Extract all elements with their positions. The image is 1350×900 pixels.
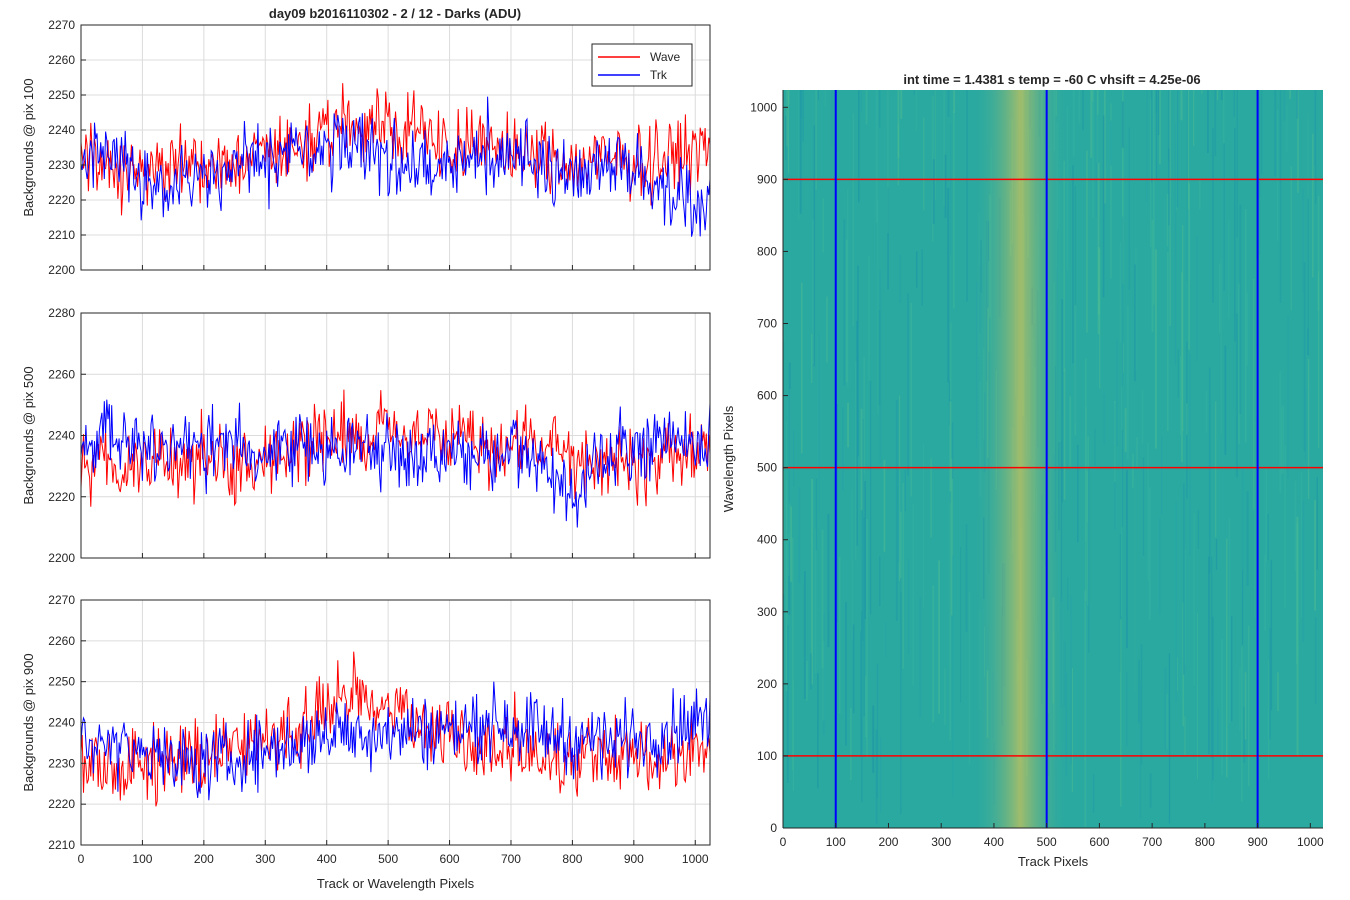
panel-right: 0 100 200 300 400 500 600 700 800 900 1000 0 100 200 3… <box>721 90 1324 869</box>
x-tick-label: 600 <box>440 852 460 866</box>
y-tick-label: 2280 <box>48 306 75 320</box>
y-tick-label: 700 <box>757 317 777 331</box>
y-axis-label: Wavelength Pixels <box>721 405 736 512</box>
x-tick-label: 800 <box>1195 835 1215 849</box>
legend: Wave Trk <box>591 43 693 87</box>
y-tick-label: 900 <box>757 172 777 186</box>
y-tick-label: 500 <box>757 461 777 475</box>
x-tick-label: 100 <box>826 835 846 849</box>
x-tick-label: 300 <box>931 835 951 849</box>
y-tick-label: 2220 <box>48 490 75 504</box>
x-tick-label: 0 <box>780 835 787 849</box>
x-tick-label: 600 <box>1089 835 1109 849</box>
series-line-trk <box>80 399 711 528</box>
series-line-wave <box>80 651 711 807</box>
y-tick-label: 2260 <box>48 634 75 648</box>
x-tick-label: 400 <box>984 835 1004 849</box>
y-tick-label: 2230 <box>48 756 75 770</box>
y-tick-label: 600 <box>757 389 777 403</box>
axes-frame <box>80 24 711 271</box>
x-tick-label: 500 <box>378 852 398 866</box>
y-tick-label: 2250 <box>48 88 75 102</box>
y-tick-label: 2250 <box>48 675 75 689</box>
x-tick-label: 1000 <box>682 852 709 866</box>
legend-entry-wave: Wave <box>650 50 681 64</box>
legend-box <box>591 43 693 87</box>
x-tick-label: 300 <box>255 852 275 866</box>
x-tick-label: 900 <box>624 852 644 866</box>
y-tick-label: 2210 <box>48 838 75 852</box>
y-tick-label: 2270 <box>48 593 75 607</box>
y-tick-label: 2260 <box>48 53 75 67</box>
series-line-trk <box>80 96 711 237</box>
y-tick-label: 2270 <box>48 18 75 32</box>
y-axis-label: Backgrounds @ pix 100 <box>21 78 36 216</box>
x-axis-label: Track or Wavelength Pixels <box>317 876 475 891</box>
y-tick-label: 2230 <box>48 158 75 172</box>
x-tick-label: 0 <box>78 852 85 866</box>
series-line-trk <box>80 681 711 801</box>
legend-entry-trk: Trk <box>650 68 668 82</box>
y-axis-label: Backgrounds @ pix 900 <box>21 653 36 791</box>
series-line-wave <box>80 389 711 507</box>
panel-bottom-left: 2210 2220 2230 2240 2250 2260 2270 0 100 200 300 40… <box>21 593 711 891</box>
y-tick-label: 100 <box>757 749 777 763</box>
y-tick-label: 2260 <box>48 367 75 381</box>
y-tick-label: 400 <box>757 533 777 547</box>
y-tick-label: 2200 <box>48 263 75 277</box>
x-tick-label: 800 <box>562 852 582 866</box>
x-tick-label: 500 <box>1037 835 1057 849</box>
y-axis-label: Backgrounds @ pix 500 <box>21 366 36 504</box>
x-axis-label: Track Pixels <box>1018 854 1089 869</box>
y-tick-label: 800 <box>757 244 777 258</box>
y-tick-label: 0 <box>770 821 777 835</box>
y-tick-label: 2200 <box>48 551 75 565</box>
panel-top-left: 2200 2210 2220 2230 2240 2250 2260 2270 Backgrou… <box>21 18 711 277</box>
x-tick-label: 700 <box>501 852 521 866</box>
panel-middle-left: 2200 2220 2240 2260 2280 Backgrounds @ pix 50… <box>21 306 711 565</box>
y-tick-label: 2240 <box>48 716 75 730</box>
right-figure-title: int time = 1.4381 s temp = -60 C vhsift … <box>903 72 1200 87</box>
heatmap-bright-band <box>972 90 1069 828</box>
y-tick-label: 2210 <box>48 228 75 242</box>
x-tick-label: 900 <box>1248 835 1268 849</box>
x-tick-label: 700 <box>1142 835 1162 849</box>
x-tick-label: 200 <box>878 835 898 849</box>
x-tick-label: 1000 <box>1297 835 1324 849</box>
y-tick-label: 2240 <box>48 123 75 137</box>
left-figure-title: day09 b2016110302 - 2 / 12 - Darks (ADU) <box>269 6 521 21</box>
x-tick-label: 200 <box>194 852 214 866</box>
y-tick-label: 200 <box>757 677 777 691</box>
y-tick-label: 2220 <box>48 193 75 207</box>
y-tick-label: 1000 <box>750 100 777 114</box>
y-tick-label: 2220 <box>48 797 75 811</box>
y-tick-label: 300 <box>757 605 777 619</box>
x-tick-label: 100 <box>132 852 152 866</box>
y-tick-label: 2240 <box>48 429 75 443</box>
x-tick-label: 400 <box>317 852 337 866</box>
